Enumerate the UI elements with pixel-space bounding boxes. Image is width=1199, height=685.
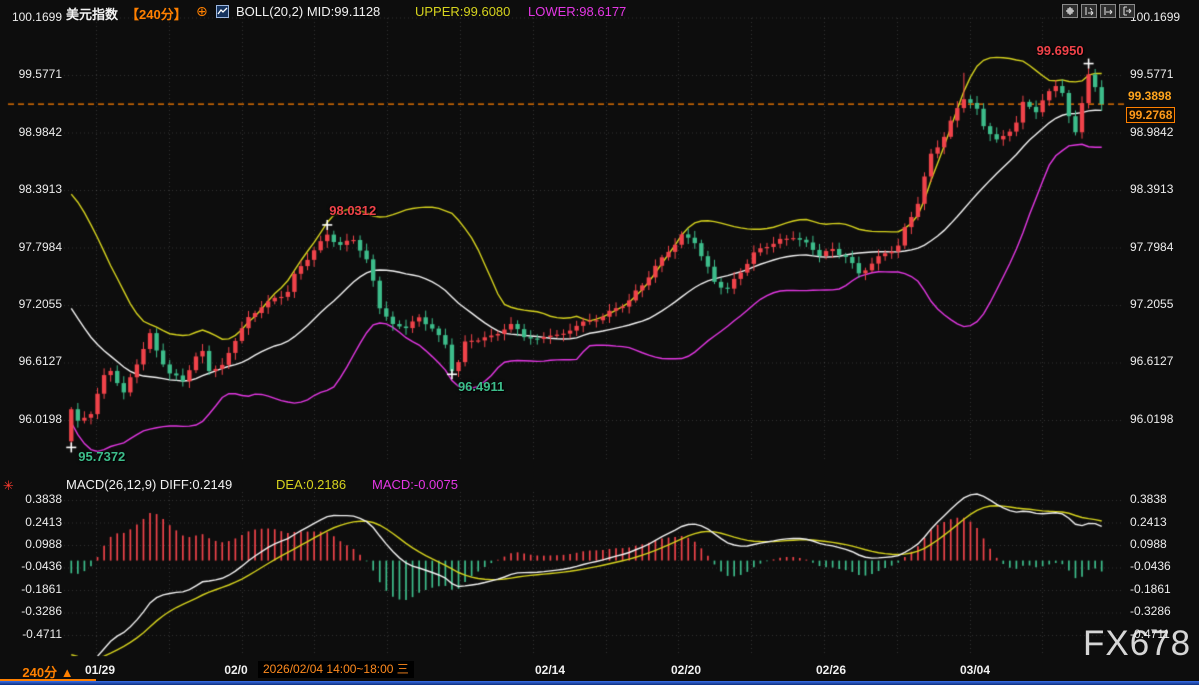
price-axis-label-left: 97.2055 (18, 297, 62, 311)
macd-axis-label-left: 0.3838 (25, 492, 62, 506)
swing-point-annotation: 99.6950 (1036, 42, 1084, 58)
timeframe-tab-label: 240分 (22, 665, 58, 680)
crosshair-date-tooltip: 2026/02/04 14:00~18:00 三 (258, 661, 414, 678)
bottom-taskbar-strip (0, 681, 1199, 685)
boll-indicator-label: BOLL(20,2) MID:99.1128 (236, 4, 381, 19)
pan-right-button[interactable] (1119, 4, 1135, 18)
macd-axis-label-left: -0.1861 (21, 581, 62, 596)
chart-type-icon[interactable] (216, 5, 229, 23)
price-axis-label-right: 96.0198 (1130, 412, 1174, 426)
time-axis-tick: 02/0 (224, 663, 248, 677)
macd-axis-label-left: 0.2413 (25, 514, 62, 529)
macd-axis-label-left: -0.4711 (22, 627, 62, 641)
price-axis-label-left: 97.7984 (18, 239, 62, 254)
time-axis-tick: 02/26 (815, 663, 847, 677)
price-axis-label-left: 100.1699 (11, 9, 62, 24)
macd-axis-label-left: 0.0988 (25, 537, 62, 551)
macd-axis-label-left: -0.3286 (21, 604, 62, 619)
macd-value-label: MACD:-0.0075 (372, 477, 458, 492)
macd-axis-label-right: -0.3286 (1130, 604, 1171, 619)
last-settle-price-label: 99.3898 (1126, 89, 1174, 104)
fx678-watermark: FX678 (1083, 624, 1192, 663)
macd-indicator-label: MACD(26,12,9) DIFF:0.2149 (66, 477, 233, 492)
indicator-star-icon[interactable]: ✳ (3, 478, 14, 493)
zoom-in-button[interactable] (1081, 4, 1097, 18)
price-axis-label-left: 98.9842 (18, 124, 62, 139)
period-label[interactable]: 【240分】 (126, 7, 187, 22)
timeframe-dropdown-arrow-icon: ▲ (60, 665, 74, 680)
price-axis-label-right: 98.3913 (1130, 182, 1174, 196)
swing-point-annotation: 98.0312 (329, 202, 377, 218)
price-axis-label-right: 100.1699 (1130, 9, 1181, 24)
chart-toolbar (1062, 4, 1135, 18)
price-axis-label-right: 96.6127 (1130, 354, 1174, 369)
macd-axis-label-right: -0.0436 (1130, 559, 1171, 574)
price-axis-label-right: 97.7984 (1130, 239, 1174, 254)
price-axis-label-left: 98.3913 (18, 182, 62, 196)
symbol-title: 美元指数 (66, 7, 119, 22)
zoom-out-button[interactable] (1100, 4, 1116, 18)
settings-circle-plus-icon[interactable]: ⊕ (196, 3, 208, 19)
boll-lower-label: LOWER:98.6177 (528, 4, 627, 19)
macd-axis-label-right: 0.0988 (1130, 537, 1167, 551)
current-price-badge: 99.2768 (1126, 107, 1176, 124)
macd-axis-label-left: -0.0436 (21, 559, 62, 574)
macd-dea-label: DEA:0.2186 (276, 477, 347, 492)
timeframe-tab-240min[interactable]: 240分 ▲ (0, 662, 96, 681)
macd-axis-label-right: -0.4711 (1130, 627, 1170, 641)
swing-point-annotation: 95.7372 (78, 449, 126, 465)
time-axis-tick: 02/14 (534, 663, 566, 677)
swing-point-annotation: 96.4911 (457, 379, 505, 395)
macd-axis-label-right: 0.3838 (1130, 492, 1167, 506)
macd-axis-label-right: 0.2413 (1130, 514, 1167, 529)
time-axis-tick: 01/29 (84, 663, 116, 677)
price-axis-label-right: 97.2055 (1130, 297, 1174, 311)
price-axis-label-left: 96.0198 (18, 412, 62, 426)
boll-upper-label: UPPER:99.6080 (415, 4, 511, 19)
macd-axis-label-right: -0.1861 (1130, 581, 1171, 596)
price-axis-label-right: 99.5771 (1130, 67, 1174, 81)
timeframe-tab-underline (0, 679, 96, 681)
price-axis-label-right: 98.9842 (1130, 124, 1174, 139)
time-axis-tick: 03/04 (959, 663, 991, 677)
move-tool-button[interactable] (1062, 4, 1078, 18)
price-axis-label-left: 99.5771 (18, 67, 62, 81)
time-axis-tick: 02/20 (670, 663, 702, 677)
price-axis-label-left: 96.6127 (18, 354, 62, 369)
